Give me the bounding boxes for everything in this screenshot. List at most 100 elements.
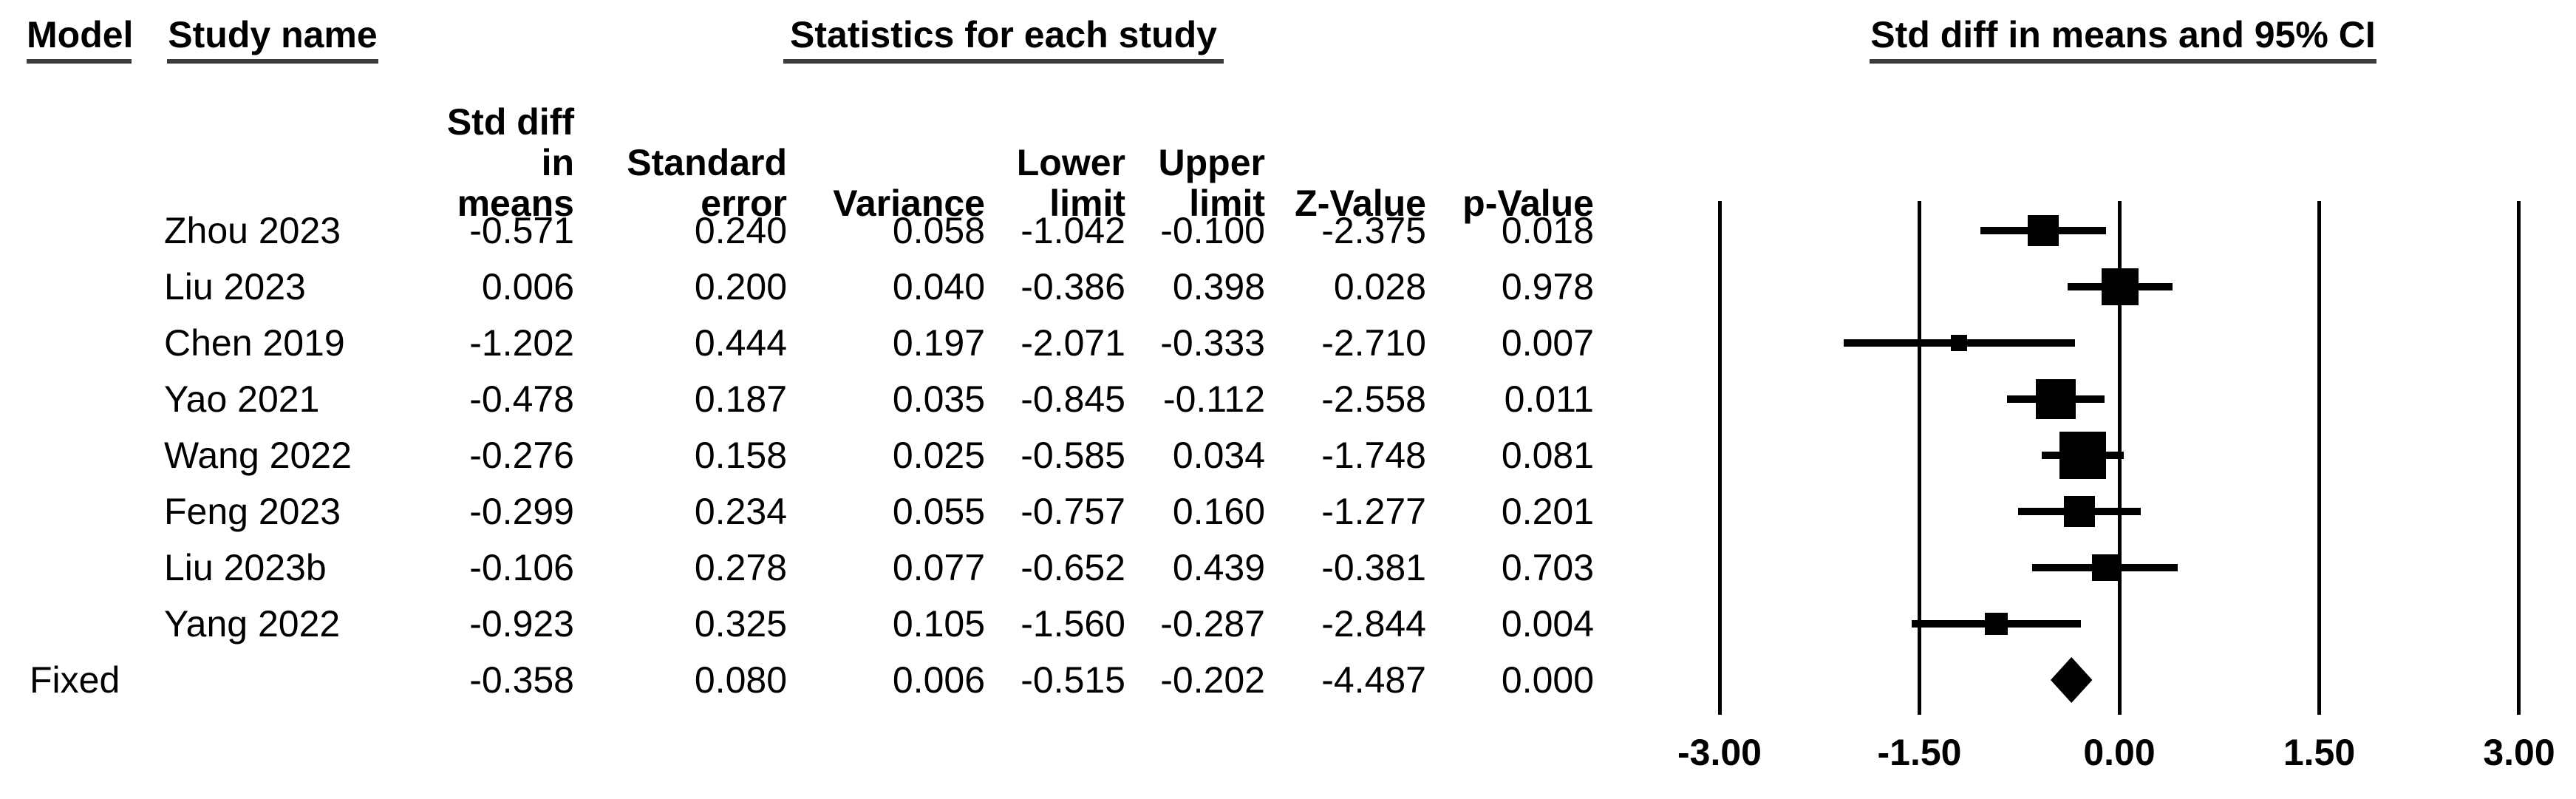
cell-upper-limit: -0.100: [1160, 210, 1265, 251]
cell-z-value: -2.375: [1321, 210, 1426, 251]
axis-tick-label: 1.50: [2283, 732, 2356, 773]
effect-square: [2028, 215, 2059, 246]
cell-p-value: 0.018: [1501, 210, 1594, 251]
cell-std-diff: 0.006: [481, 266, 574, 307]
cell-upper-limit: -0.287: [1160, 603, 1265, 645]
table-row: Feng 2023 -0.299 0.234 0.055 -0.757 0.160 -1.2…: [30, 483, 1594, 540]
table-row: Liu 2023b -0.106 0.278 0.077 -0.652 0.439 -0.3…: [30, 540, 1594, 596]
cell-model: [30, 540, 164, 596]
cell-variance: 0.105: [892, 603, 985, 645]
column-header-lower-limit: Lower limit: [1016, 142, 1125, 224]
cell-p-value: 0.201: [1501, 491, 1594, 532]
effect-square: [2063, 495, 2096, 528]
cell-variance: 0.197: [892, 322, 985, 364]
cell-variance: 0.006: [892, 659, 985, 701]
cell-std-diff: -0.106: [469, 547, 574, 588]
cell-variance: 0.040: [892, 266, 985, 307]
cell-lower-limit: -0.845: [1020, 378, 1125, 420]
axis-tick-label: 3.00: [2483, 732, 2555, 773]
cell-std-diff: -0.571: [469, 210, 574, 251]
cell-model: [30, 259, 164, 315]
cell-z-value: -2.710: [1321, 322, 1426, 364]
axis-line: [1918, 201, 1921, 715]
column-header-variance: Variance: [833, 183, 985, 224]
effect-square: [2036, 379, 2076, 419]
cell-upper-limit: -0.202: [1160, 659, 1265, 701]
cell-study-name: Chen 2019: [164, 322, 345, 364]
column-header-p-value: p-Value: [1462, 183, 1594, 224]
cell-standard-error: 0.080: [694, 659, 787, 701]
cell-variance: 0.058: [892, 210, 985, 251]
cell-model: [30, 371, 164, 427]
cell-p-value: 0.004: [1501, 603, 1594, 645]
cell-lower-limit: -2.071: [1020, 322, 1125, 364]
cell-standard-error: 0.240: [694, 210, 787, 251]
table-row: Fixed -0.358 0.080 0.006 -0.515 -0.202 -4.487 0…: [30, 652, 1594, 708]
cell-study-name: Liu 2023b: [164, 547, 327, 588]
cell-z-value: -2.558: [1321, 378, 1426, 420]
column-header-row: Std diff in means Standard error Variance L…: [30, 102, 1594, 224]
cell-std-diff: -0.299: [469, 491, 574, 532]
summary-diamond: [2051, 657, 2093, 703]
axis-line: [2517, 201, 2521, 715]
cell-model: [30, 203, 164, 259]
cell-std-diff: -1.202: [469, 322, 574, 364]
axis-tick-label: -3.00: [1677, 732, 1762, 773]
cell-upper-limit: 0.160: [1172, 491, 1265, 532]
cell-model: [30, 483, 164, 540]
cell-study-name: Zhou 2023: [164, 210, 341, 251]
model-header: Model: [27, 15, 133, 64]
cell-p-value: 0.000: [1501, 659, 1594, 701]
table-row: Wang 2022 -0.276 0.158 0.025 -0.585 0.034 -1.7…: [30, 427, 1594, 483]
cell-p-value: 0.011: [1504, 378, 1594, 420]
cell-study-name: Yao 2021: [164, 378, 320, 420]
table-row: Yang 2022 -0.923 0.325 0.105 -1.560 -0.287 -2.…: [30, 596, 1594, 652]
cell-lower-limit: -0.652: [1020, 547, 1125, 588]
cell-p-value: 0.703: [1501, 547, 1594, 588]
cell-z-value: -1.748: [1321, 435, 1426, 476]
cell-variance: 0.035: [892, 378, 985, 420]
cell-model: Fixed: [30, 659, 120, 701]
column-header-standard-error: Standard error: [627, 142, 787, 224]
cell-model: [30, 315, 164, 371]
cell-standard-error: 0.234: [694, 491, 787, 532]
effect-square: [1950, 334, 1968, 352]
cell-standard-error: 0.325: [694, 603, 787, 645]
cell-standard-error: 0.444: [694, 322, 787, 364]
column-header-z-value: Z-Value: [1295, 183, 1426, 224]
cell-standard-error: 0.278: [694, 547, 787, 588]
cell-z-value: 0.028: [1333, 266, 1426, 307]
cell-std-diff: -0.358: [469, 659, 574, 701]
cell-upper-limit: -0.333: [1160, 322, 1265, 364]
cell-standard-error: 0.158: [694, 435, 787, 476]
cell-lower-limit: -0.515: [1020, 659, 1125, 701]
cell-standard-error: 0.187: [694, 378, 787, 420]
cell-study-name: Yang 2022: [164, 603, 341, 645]
cell-lower-limit: -0.585: [1020, 435, 1125, 476]
cell-model: [30, 427, 164, 483]
effect-square: [2059, 432, 2106, 479]
cell-z-value: -0.381: [1321, 547, 1426, 588]
cell-std-diff: -0.923: [469, 603, 574, 645]
cell-p-value: 0.978: [1501, 266, 1594, 307]
axis-line: [2317, 201, 2321, 715]
cell-variance: 0.077: [892, 547, 985, 588]
cell-z-value: -1.277: [1321, 491, 1426, 532]
table-row: Yao 2021 -0.478 0.187 0.035 -0.845 -0.112 -2.5…: [30, 371, 1594, 427]
effect-square: [2102, 268, 2139, 305]
cell-lower-limit: -1.042: [1020, 210, 1125, 251]
cell-model: [30, 596, 164, 652]
table-row: Chen 2019 -1.202 0.444 0.197 -2.071 -0.333 -2.…: [30, 315, 1594, 371]
table-row: Zhou 2023 -0.571 0.240 0.058 -1.042 -0.100 -2.…: [30, 203, 1594, 259]
ci-header: Std diff in means and 95% CI: [1870, 15, 2376, 64]
cell-std-diff: -0.478: [469, 378, 574, 420]
cell-std-diff: -0.276: [469, 435, 574, 476]
table-row: Liu 2023 0.006 0.200 0.040 -0.386 0.398 0.028 0…: [30, 259, 1594, 315]
cell-upper-limit: -0.112: [1162, 378, 1265, 420]
column-header-std-diff: Std diff in means: [446, 101, 574, 224]
cell-p-value: 0.007: [1501, 322, 1594, 364]
cell-p-value: 0.081: [1501, 435, 1594, 476]
axis-tick-label: 0.00: [2083, 732, 2156, 773]
effect-square: [1985, 612, 2008, 636]
